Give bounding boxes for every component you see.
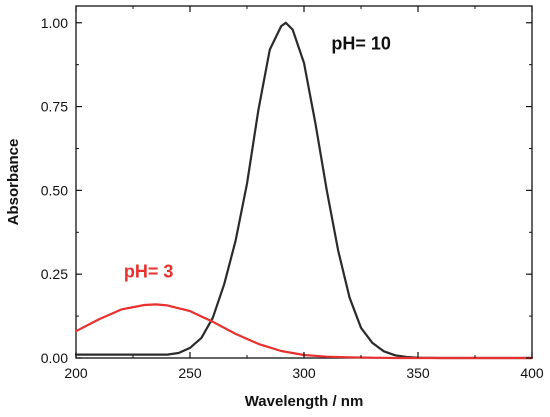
series-line-0 (74, 21, 534, 360)
annotation-ph3: pH= 3 (124, 262, 174, 282)
x-axis-title: Wavelength / nm (245, 393, 364, 410)
x-tick-label: 400 (520, 365, 544, 381)
series-line-1 (74, 303, 534, 360)
annotation-ph10: pH= 10 (331, 34, 391, 54)
axis-ticks: 200 250 300 350 400 0.00 0.25 0.50 0.75 1.00 (41, 6, 544, 381)
x-tick-label: 300 (292, 365, 316, 381)
y-tick-label: 0.75 (41, 99, 68, 115)
x-tick-label: 350 (406, 365, 430, 381)
y-tick-label: 0.00 (41, 350, 68, 366)
y-tick-label: 0.25 (41, 266, 68, 282)
x-tick-label: 200 (64, 365, 88, 381)
x-tick-label: 250 (178, 365, 202, 381)
plot-area (74, 5, 534, 360)
y-tick-label: 1.00 (41, 15, 68, 31)
y-tick-label: 0.50 (41, 182, 68, 198)
y-axis-title: Absorbance (5, 139, 22, 226)
